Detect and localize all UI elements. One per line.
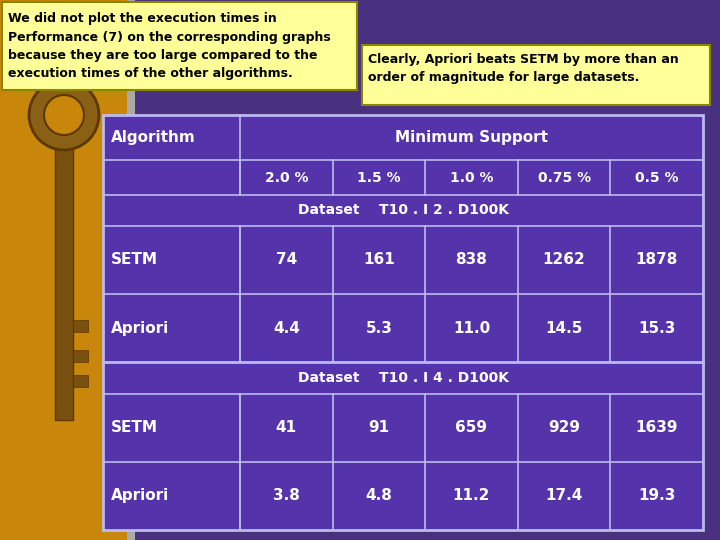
Bar (73, 320, 88, 332)
Text: 5.3: 5.3 (366, 321, 392, 336)
Text: 11.2: 11.2 (453, 488, 490, 503)
Text: Apriori: Apriori (111, 321, 169, 336)
Text: 4.8: 4.8 (366, 488, 392, 503)
Text: 19.3: 19.3 (638, 488, 675, 503)
Bar (55, 100, 73, 420)
Text: 0.5 %: 0.5 % (635, 171, 678, 185)
Text: 659: 659 (456, 420, 487, 435)
Text: 1639: 1639 (636, 420, 678, 435)
Text: 41: 41 (276, 420, 297, 435)
Text: 838: 838 (456, 253, 487, 267)
Text: Algorithm: Algorithm (111, 130, 196, 145)
Text: SETM: SETM (111, 253, 158, 267)
Text: 1.5 %: 1.5 % (357, 171, 401, 185)
Text: Dataset    T10 . I 2 . D100K: Dataset T10 . I 2 . D100K (297, 203, 508, 217)
FancyBboxPatch shape (362, 45, 710, 105)
Bar (103, 115, 703, 530)
Text: 0.75 %: 0.75 % (538, 171, 590, 185)
Text: 1878: 1878 (636, 253, 678, 267)
Text: 74: 74 (276, 253, 297, 267)
Bar (73, 375, 88, 387)
Text: Minimum Support: Minimum Support (395, 130, 548, 145)
Bar (73, 350, 88, 362)
Text: 11.0: 11.0 (453, 321, 490, 336)
Bar (130, 0, 720, 540)
Text: 1.0 %: 1.0 % (450, 171, 493, 185)
FancyBboxPatch shape (2, 2, 357, 90)
Text: 929: 929 (548, 420, 580, 435)
Text: 14.5: 14.5 (546, 321, 582, 336)
Text: Dataset    T10 . I 4 . D100K: Dataset T10 . I 4 . D100K (297, 371, 508, 385)
Text: Apriori: Apriori (111, 488, 169, 503)
Bar (103, 115, 703, 530)
Bar (0, 0, 130, 540)
Text: 91: 91 (369, 420, 390, 435)
Text: SETM: SETM (111, 420, 158, 435)
Text: 4.4: 4.4 (273, 321, 300, 336)
Text: 17.4: 17.4 (546, 488, 582, 503)
Text: 15.3: 15.3 (638, 321, 675, 336)
Circle shape (29, 80, 99, 150)
Text: 1262: 1262 (543, 253, 585, 267)
Text: 3.8: 3.8 (273, 488, 300, 503)
Text: 2.0 %: 2.0 % (264, 171, 308, 185)
Text: Clearly, Apriori beats SETM by more than an
order of magnitude for large dataset: Clearly, Apriori beats SETM by more than… (368, 53, 679, 84)
Circle shape (44, 95, 84, 135)
Text: 161: 161 (363, 253, 395, 267)
Text: We did not plot the execution times in
Performance (7) on the corresponding grap: We did not plot the execution times in P… (8, 12, 330, 80)
Bar (127, 0, 135, 540)
